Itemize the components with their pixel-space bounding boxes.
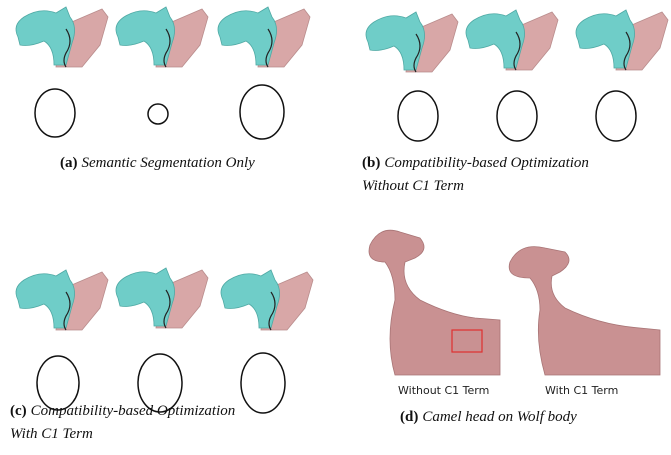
caption-text: Compatibility-based Optimization bbox=[31, 403, 236, 419]
caption: (c)Compatibility-based Optimization With … bbox=[10, 400, 235, 446]
model bbox=[218, 7, 310, 67]
panel-a-art bbox=[16, 7, 310, 139]
model bbox=[366, 12, 458, 72]
contour bbox=[596, 91, 636, 141]
contour bbox=[35, 89, 75, 137]
model bbox=[16, 7, 108, 67]
camel-render bbox=[369, 230, 500, 375]
caption-text: Compatibility-based Optimization bbox=[384, 155, 589, 171]
contour bbox=[398, 91, 438, 141]
model bbox=[576, 10, 668, 70]
caption-text: Camel head on Wolf body bbox=[422, 409, 576, 425]
caption: (d)Camel head on Wolf body bbox=[400, 406, 577, 429]
caption-text: Semantic Segmentation Only bbox=[82, 155, 255, 171]
contour bbox=[241, 353, 285, 413]
caption-label: (a) bbox=[60, 155, 78, 171]
caption-label: (d) bbox=[400, 409, 418, 425]
figure: (a)Semantic Segmentation Only (b)Compati… bbox=[0, 0, 671, 455]
contour bbox=[240, 85, 284, 139]
caption: (a)Semantic Segmentation Only bbox=[60, 152, 255, 175]
caption-text: Without C1 Term bbox=[362, 178, 464, 194]
caption: (b)Compatibility-based Optimization Witho… bbox=[362, 152, 589, 198]
model bbox=[466, 10, 558, 70]
panel-b-art bbox=[366, 10, 668, 141]
model bbox=[16, 270, 108, 330]
contour bbox=[148, 104, 168, 124]
image-label: With C1 Term bbox=[545, 384, 618, 397]
caption-label: (c) bbox=[10, 403, 27, 419]
caption-label: (b) bbox=[362, 155, 380, 171]
panel-d-art bbox=[369, 230, 660, 375]
camel-render bbox=[509, 247, 660, 375]
model bbox=[221, 270, 313, 330]
model bbox=[116, 268, 208, 328]
contour bbox=[497, 91, 537, 141]
caption-text: With C1 Term bbox=[10, 426, 93, 442]
model bbox=[116, 7, 208, 67]
image-label: Without C1 Term bbox=[398, 384, 489, 397]
panel-c-art bbox=[16, 268, 313, 413]
